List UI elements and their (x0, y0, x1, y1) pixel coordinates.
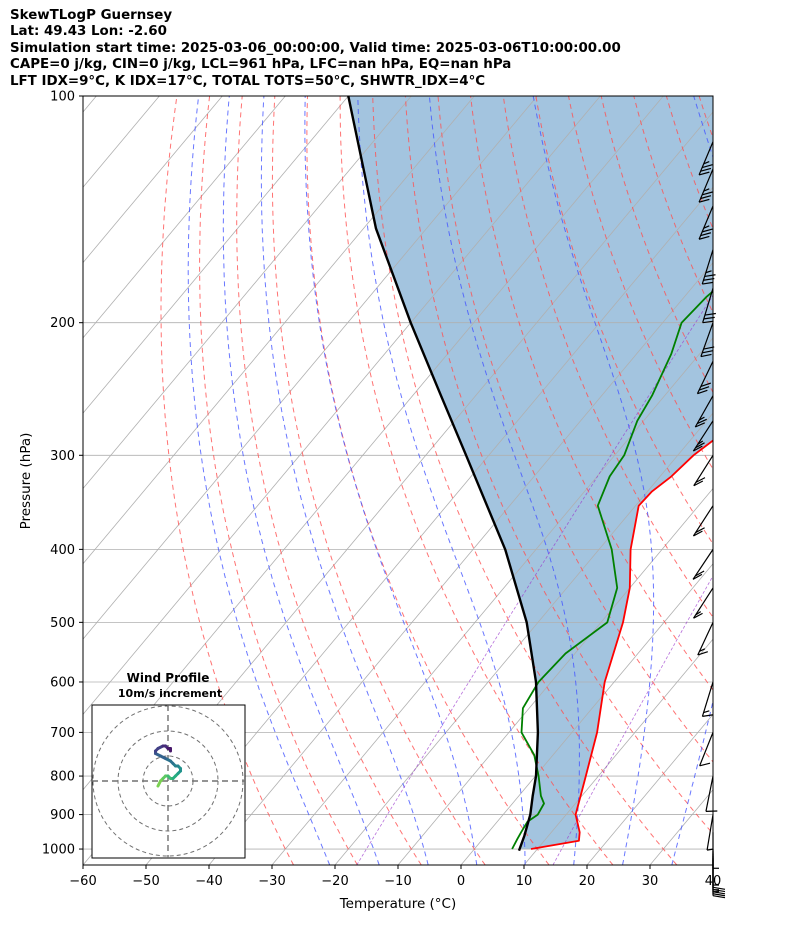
wind-barb (692, 549, 714, 580)
mixing-ratio-line (356, 294, 713, 865)
temperature-profile (530, 439, 713, 850)
isotherm (586, 713, 713, 865)
simulation-time: Simulation start time: 2025-03-06_00:00:… (10, 40, 621, 56)
dry-adiabat (535, 96, 713, 545)
y-tick-label: 100 (50, 90, 75, 105)
dry-adiabat (470, 96, 713, 691)
y-tick-label: 900 (50, 808, 75, 823)
isotherm (83, 96, 286, 339)
moist-adiabat (260, 96, 429, 865)
mixing-ratio-line (552, 575, 713, 865)
hodograph-title: Wind Profile (127, 671, 210, 685)
isotherm (83, 96, 223, 264)
wind-barb (712, 832, 719, 869)
dry-adiabat (339, 96, 614, 865)
x-tick-label: 10 (516, 874, 533, 889)
cape-info: CAPE=0 j/kg, CIN=0 j/kg, LCL=961 hPa, LF… (10, 57, 512, 73)
isotherm (460, 563, 713, 865)
hodograph-subtitle: 10m/s increment (118, 687, 222, 700)
isotherm (712, 864, 713, 865)
x-axis-label: Temperature (°C) (339, 896, 457, 912)
wind-barb (701, 249, 716, 285)
isotherm (271, 337, 713, 865)
wind-barb (702, 288, 716, 324)
isotherm (523, 638, 713, 865)
moist-adiabat (357, 96, 526, 865)
isotherm (397, 487, 713, 865)
wind-barb (698, 141, 714, 176)
y-tick-label: 300 (50, 449, 75, 464)
wind-barb (698, 205, 714, 240)
wind-barb (706, 814, 714, 851)
x-tick-label: 30 (642, 874, 659, 889)
isotherm (145, 186, 713, 865)
isotherm (83, 96, 601, 716)
isotherm (83, 96, 349, 414)
chart-header: SkewTLogP Guernsey Lat: 49.43 Lon: -2.60… (10, 8, 621, 90)
y-tick-label: 700 (50, 726, 75, 741)
moist-adiabat (671, 96, 713, 865)
wind-barb (700, 322, 715, 358)
x-tick-label: −60 (69, 874, 96, 889)
y-tick-label: 400 (50, 543, 75, 558)
wind-barb (692, 505, 714, 537)
y-tick-label: 200 (50, 316, 75, 331)
x-tick-label: 0 (457, 874, 465, 889)
dry-adiabat (199, 96, 358, 865)
dry-adiabat (437, 96, 713, 763)
y-tick-label: 600 (50, 675, 75, 690)
dewpoint-profile (511, 290, 713, 850)
wind-barb (699, 732, 714, 767)
dry-adiabat (306, 96, 550, 865)
stability-indices: LFT IDX=9°C, K IDX=17°C, TOTAL TOTS=50°C… (10, 73, 486, 89)
wind-barb (697, 622, 714, 656)
moist-adiabat (428, 96, 580, 865)
x-tick-label: −50 (132, 874, 159, 889)
chart-title: SkewTLogP Guernsey (10, 8, 173, 23)
moist-adiabat (187, 96, 331, 865)
dry-adiabat (160, 96, 294, 865)
isotherm (208, 261, 713, 865)
y-axis-label: Pressure (hPa) (18, 433, 34, 530)
isotherm (83, 96, 538, 640)
cin-shading (348, 96, 713, 849)
y-tick-label: 1000 (42, 843, 75, 858)
wind-barb (692, 420, 714, 452)
wind-barb (705, 775, 718, 812)
isotherm (83, 96, 475, 565)
dry-adiabat (732, 96, 794, 865)
moist-adiabat (222, 96, 380, 865)
x-tick-label: −40 (195, 874, 222, 889)
moist-adiabat (304, 96, 478, 865)
moist-adiabat (532, 96, 655, 865)
parcel-profile (347, 96, 540, 852)
isotherm (83, 96, 97, 113)
x-tick-label: −30 (258, 874, 285, 889)
wind-barb (698, 168, 714, 203)
isotherm (776, 96, 794, 865)
dry-adiabat (271, 96, 486, 865)
isotherm (334, 412, 713, 865)
dry-adiabat (764, 96, 794, 865)
location-info: Lat: 49.43 Lon: -2.60 (10, 24, 167, 40)
wind-barb (693, 587, 714, 619)
wind-barb (693, 454, 714, 487)
x-tick-label: −20 (321, 874, 348, 889)
moist-adiabat (721, 96, 794, 865)
wind-barb (701, 681, 714, 717)
wind-barb (694, 395, 714, 428)
x-tick-label: 20 (579, 874, 596, 889)
wind-barb (696, 360, 714, 395)
y-tick-label: 500 (50, 616, 75, 631)
y-tick-label: 800 (50, 770, 75, 785)
isotherm (83, 96, 412, 490)
x-tick-label: −10 (384, 874, 411, 889)
